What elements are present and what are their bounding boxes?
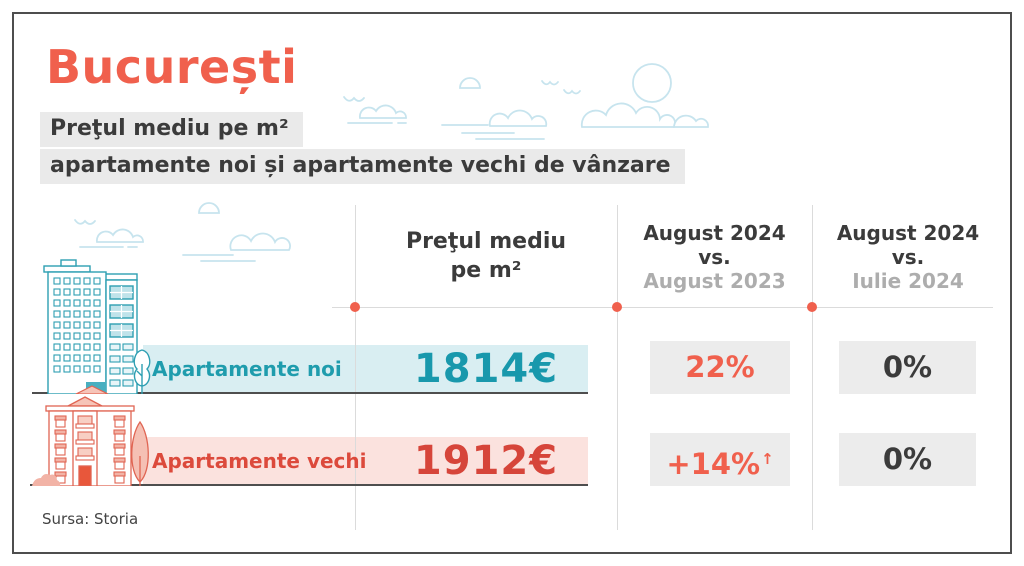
row-label-old: Apartamente vechi (152, 449, 367, 473)
cloud-icon (459, 77, 481, 89)
column-divider (355, 205, 356, 530)
ground-line (30, 484, 588, 486)
row-price-new: 1814€ (413, 346, 559, 392)
col-header-mom-bottom: Iulie 2024 (852, 269, 964, 293)
column-divider (812, 205, 813, 530)
row-label-new: Apartamente noi (152, 357, 342, 381)
cloud-icon (488, 109, 548, 127)
mom-value-new-text: 0% (882, 350, 933, 384)
col-header-price: Preţul mediu pe m² (357, 228, 615, 285)
bush-icon (32, 474, 61, 486)
column-divider (617, 205, 618, 530)
cloud-icon (229, 232, 291, 251)
entry-canopy-icon (75, 385, 109, 394)
pediment-icon (67, 396, 103, 407)
col-header-yoy: August 2024 vs. August 2023 (619, 221, 810, 293)
yoy-value-new-text: 22% (685, 350, 755, 384)
bird-icon (343, 96, 365, 102)
bird-icon (563, 89, 581, 95)
door-icon (78, 465, 92, 486)
subtitle-line-2: apartamente noi și apartamente vechi de … (40, 149, 685, 184)
col-header-mom-top: August 2024 (836, 221, 980, 245)
divider-dot-icon (612, 302, 622, 312)
cloud-icon (198, 202, 220, 214)
row-band-new (143, 345, 588, 393)
clouds-illustration (74, 202, 291, 262)
col-header-price-line2: pe m² (450, 257, 522, 283)
col-header-mom: August 2024 vs. Iulie 2024 (814, 221, 1002, 293)
yoy-value-new: 22% (650, 341, 790, 394)
sun-icon (632, 63, 672, 103)
cloud-icon (96, 228, 144, 243)
source-text: Sursa: Storia (42, 510, 139, 528)
cloud-icon (359, 104, 407, 119)
cloud-icon (673, 114, 709, 128)
clouds-sun-illustration (343, 63, 709, 140)
col-header-yoy-mid: vs. (698, 245, 731, 269)
yoy-value-old: +14%↑ (650, 433, 790, 486)
header-underline (332, 307, 993, 308)
up-arrow-icon: ↑ (761, 450, 774, 468)
col-header-yoy-bottom: August 2023 (643, 269, 786, 293)
divider-dot-icon (807, 302, 817, 312)
yoy-value-old-text: +14% (666, 447, 761, 481)
page-title: București (46, 40, 298, 94)
mom-value-new: 0% (839, 341, 976, 394)
subtitle-line-1: Preţul mediu pe m² (40, 112, 303, 147)
old-building-illustration (32, 396, 149, 486)
ground-line (32, 392, 588, 394)
col-header-mom-mid: vs. (891, 245, 925, 269)
col-header-price-line1: Preţul mediu (405, 229, 567, 254)
row-band-old (143, 437, 588, 485)
col-header-yoy-top: August 2024 (643, 221, 786, 245)
new-building-illustration (43, 259, 151, 394)
mom-value-old-text: 0% (882, 442, 933, 476)
bird-icon (541, 80, 559, 86)
row-price-old: 1912€ (413, 438, 559, 484)
bird-icon (74, 219, 96, 225)
mom-value-old: 0% (839, 433, 976, 486)
cloud-icon (580, 102, 676, 128)
divider-dot-icon (350, 302, 360, 312)
